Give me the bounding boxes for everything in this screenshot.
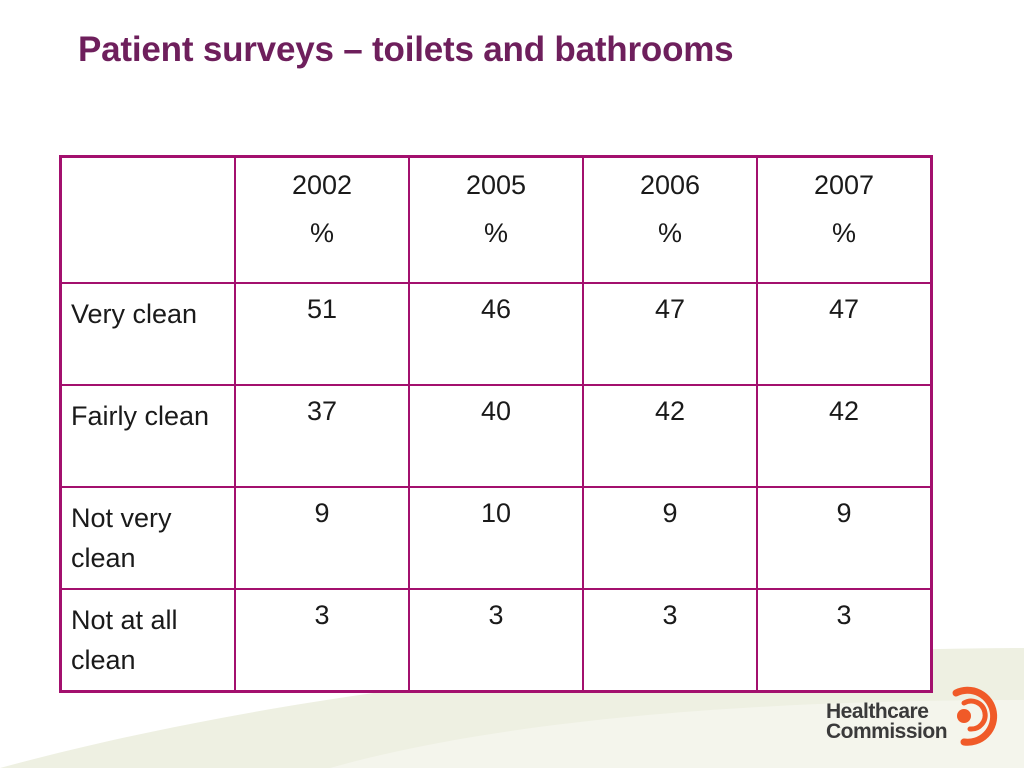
unit-label: % xyxy=(831,218,856,248)
cell-value: 9 xyxy=(234,486,410,590)
logo-wordmark: Healthcare Commission xyxy=(826,700,948,743)
logo-swirl-icon xyxy=(952,686,998,746)
cell-value: 47 xyxy=(756,282,933,386)
cell-value: 46 xyxy=(408,282,584,386)
year-label: 2007 xyxy=(813,170,875,200)
year-label: 2002 xyxy=(291,170,353,200)
healthcare-commission-logo: Healthcare Commission xyxy=(826,676,1006,756)
cell-value: 9 xyxy=(582,486,758,590)
year-label: 2005 xyxy=(465,170,527,200)
cell-value: 3 xyxy=(234,588,410,693)
cell-value: 51 xyxy=(234,282,410,386)
row-label: Very clean xyxy=(59,282,236,386)
row-label: Not at all clean xyxy=(59,588,236,693)
year-label: 2006 xyxy=(639,170,701,200)
logo-line-2: Commission xyxy=(826,720,948,743)
cell-value: 40 xyxy=(408,384,584,488)
cell-value: 42 xyxy=(756,384,933,488)
cell-value: 9 xyxy=(756,486,933,590)
cell-value: 37 xyxy=(234,384,410,488)
table-row: Not at all clean 3 3 3 3 xyxy=(59,588,933,693)
row-label: Not very clean xyxy=(59,486,236,590)
unit-label: % xyxy=(309,218,334,248)
cell-value: 10 xyxy=(408,486,584,590)
table-row: Not very clean 9 10 9 9 xyxy=(59,486,933,590)
header-year-cell: 2002 % xyxy=(234,155,410,284)
header-year-cell: 2005 % xyxy=(408,155,584,284)
header-corner-cell xyxy=(59,155,236,284)
header-year-cell: 2007 % xyxy=(756,155,933,284)
survey-table: 2002 % 2005 % 2006 % 2007 % Very clean 5… xyxy=(59,155,933,693)
unit-label: % xyxy=(483,218,508,248)
logo-line-1: Healthcare xyxy=(826,700,929,723)
unit-label: % xyxy=(657,218,682,248)
cell-value: 3 xyxy=(408,588,584,693)
row-label: Fairly clean xyxy=(59,384,236,488)
table-header-row: 2002 % 2005 % 2006 % 2007 % xyxy=(59,155,933,284)
table-row: Fairly clean 37 40 42 42 xyxy=(59,384,933,488)
header-year-cell: 2006 % xyxy=(582,155,758,284)
cell-value: 3 xyxy=(756,588,933,693)
table-row: Very clean 51 46 47 47 xyxy=(59,282,933,386)
page-title: Patient surveys – toilets and bathrooms xyxy=(78,30,734,69)
cell-value: 3 xyxy=(582,588,758,693)
cell-value: 47 xyxy=(582,282,758,386)
cell-value: 42 xyxy=(582,384,758,488)
